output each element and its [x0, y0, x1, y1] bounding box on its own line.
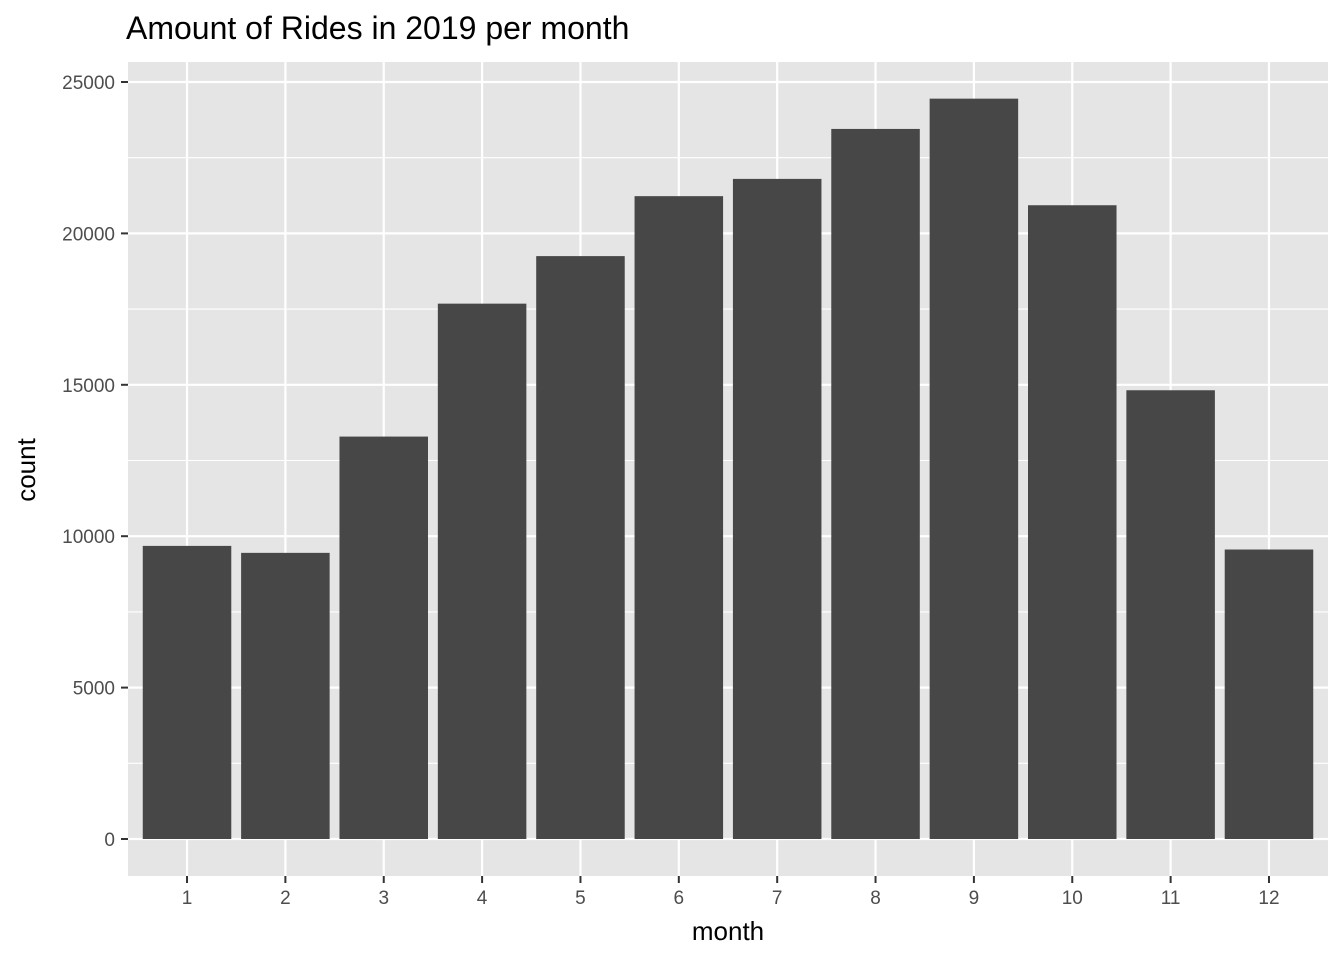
bar-6 [634, 196, 724, 840]
x-tick-label: 6 [674, 888, 685, 909]
x-tick-label: 4 [477, 888, 488, 909]
x-tick-label: 2 [280, 888, 291, 909]
x-tick-label: 1 [182, 888, 193, 909]
bar-2 [241, 552, 330, 839]
x-axis: 1 2 3 4 5 6 7 8 9 10 11 12 [182, 876, 1280, 909]
bar-4 [437, 303, 527, 839]
bar-8 [831, 128, 920, 839]
x-tick-label: 7 [772, 888, 783, 909]
x-axis-title: month [692, 916, 764, 946]
y-axis: 0 5000 10000 15000 20000 25000 [62, 73, 128, 851]
bar-7 [732, 178, 822, 839]
bar-10 [1028, 205, 1117, 839]
x-tick-label: 10 [1062, 888, 1083, 909]
y-tick-label: 15000 [62, 376, 115, 397]
x-tick-label: 12 [1258, 888, 1279, 909]
bar-1 [142, 545, 232, 839]
x-tick-label: 3 [378, 888, 389, 909]
x-tick-label: 8 [870, 888, 881, 909]
bar-3 [339, 436, 428, 839]
y-tick-label: 0 [104, 830, 115, 851]
y-axis-title: count [11, 437, 41, 501]
x-tick-label: 9 [969, 888, 980, 909]
chart-title: Amount of Rides in 2019 per month [126, 10, 629, 46]
bar-11 [1126, 390, 1215, 839]
bar-12 [1224, 549, 1314, 839]
bar-5 [536, 256, 625, 839]
x-tick-label: 5 [575, 888, 586, 909]
bar-9 [929, 98, 1019, 840]
y-tick-label: 20000 [62, 224, 115, 245]
bars [142, 98, 1314, 840]
y-tick-label: 10000 [62, 527, 115, 548]
y-tick-label: 25000 [62, 73, 115, 94]
x-tick-label: 11 [1161, 888, 1181, 909]
y-tick-label: 5000 [73, 679, 115, 700]
